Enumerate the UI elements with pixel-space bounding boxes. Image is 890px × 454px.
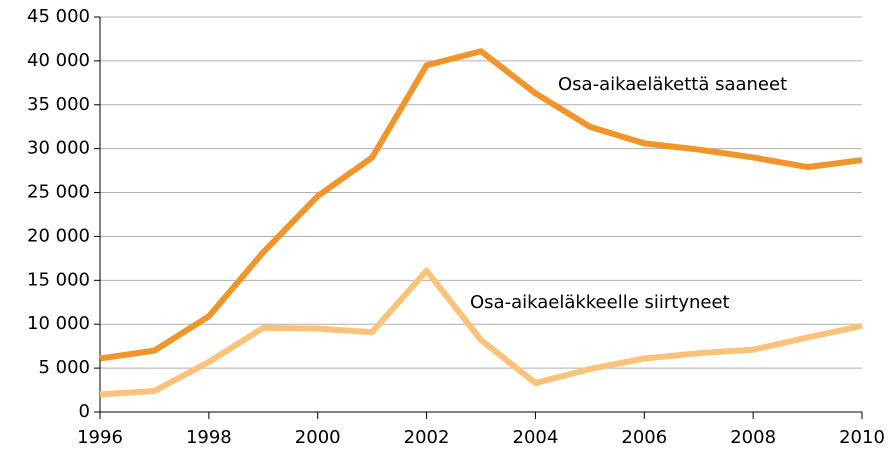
y-tick-label: 15 000: [27, 269, 90, 290]
y-tick-label: 20 000: [27, 225, 90, 246]
y-tick-label: 5 000: [38, 357, 90, 378]
x-tick-label: 2000: [295, 427, 341, 448]
y-tick-label: 0: [79, 401, 90, 422]
x-tick-label: 2008: [730, 427, 776, 448]
y-tick-label: 45 000: [27, 6, 90, 27]
y-tick-label: 30 000: [27, 138, 90, 159]
x-tick-label: 2002: [404, 427, 450, 448]
x-tick-label: 2006: [621, 427, 667, 448]
series-line: [99, 267, 863, 398]
x-tick-label: 2010: [839, 427, 885, 448]
series-label: Osa-aikaeläkkeelle siirtyneet: [470, 292, 730, 313]
y-tick-label: 10 000: [27, 313, 90, 334]
x-tick-label: 1998: [186, 427, 232, 448]
x-tick-label: 1996: [77, 427, 123, 448]
series-label: Osa-aikaeläkettä saaneet: [558, 74, 787, 95]
y-tick-label: 25 000: [27, 182, 90, 203]
x-tick-label: 2004: [513, 427, 559, 448]
series-line: [99, 48, 863, 362]
y-tick-label: 40 000: [27, 50, 90, 71]
y-tick-label: 35 000: [27, 94, 90, 115]
